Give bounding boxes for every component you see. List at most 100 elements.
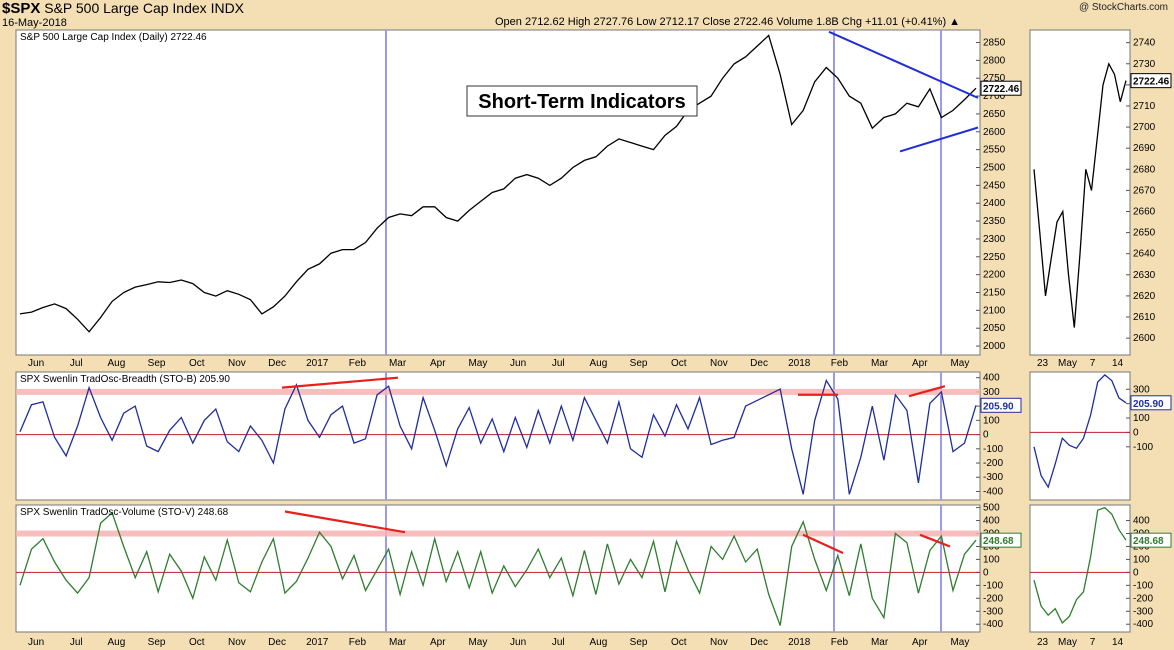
symbol: $SPX — [2, 0, 41, 17]
panel-title: SPX Swenlin TradOsc-Breadth (STO-B) 205.… — [20, 374, 230, 385]
x-tick-label: Oct — [189, 358, 205, 369]
y-tick-label: 2550 — [983, 145, 1006, 156]
x-tick-label: Oct — [189, 637, 205, 648]
index-name: S&P 500 Large Cap Index — [44, 0, 207, 16]
y-tick-label: 0 — [983, 430, 989, 441]
chart-panel-5 — [1029, 371, 1131, 501]
x-tick-label: Mar — [389, 358, 407, 369]
y-tick-label: -100 — [1133, 580, 1153, 591]
x-tick-label: Apr — [430, 637, 446, 648]
x-tick-label: May — [950, 637, 969, 648]
last-value-tag — [1130, 73, 1172, 89]
y-tick-label: 2680 — [1133, 164, 1156, 175]
y-tick-label: 2600 — [1133, 333, 1156, 344]
y-tick-label: -100 — [983, 580, 1003, 591]
x-tick-label: Sep — [148, 358, 166, 369]
y-tick-label: 0 — [1133, 427, 1139, 438]
trendline-upper — [828, 30, 979, 99]
x-tick-label: Dec — [750, 358, 768, 369]
y-tick-label: 2620 — [1133, 291, 1156, 302]
chart-panel-3 — [15, 504, 981, 633]
x-tick-label: Dec — [750, 637, 768, 648]
y-tick-label: 2500 — [983, 163, 1006, 174]
y-tick-label: 2630 — [1133, 270, 1156, 281]
x-tick-label: 14 — [1112, 358, 1124, 369]
x-tick-label: Mar — [389, 637, 407, 648]
last-value-tag — [1130, 532, 1172, 548]
y-tick-label: 2700 — [1133, 122, 1156, 133]
x-tick-label: May — [468, 358, 487, 369]
last-value-label: 248.68 — [1133, 536, 1164, 547]
x-tick-label: Apr — [430, 358, 446, 369]
trendline-lower — [899, 126, 979, 153]
chart-symbol-header: $SPX S&P 500 Large Cap Index INDX — [2, 0, 244, 17]
series-line-5 — [1033, 374, 1127, 489]
y-tick-label: -200 — [1133, 593, 1153, 604]
x-tick-label: Aug — [108, 358, 126, 369]
y-tick-label: 2850 — [983, 38, 1006, 49]
y-tick-label: 2200 — [983, 270, 1006, 281]
panel-title: S&P 500 Large Cap Index (Daily) 2722.46 — [20, 32, 207, 43]
x-tick-label: Nov — [228, 358, 246, 369]
y-tick-label: -300 — [983, 472, 1003, 483]
y-tick-label: 2000 — [983, 341, 1006, 352]
x-tick-label: Jun — [510, 358, 526, 369]
y-tick-label: -400 — [983, 486, 1003, 497]
annotation-box — [466, 85, 698, 117]
y-tick-label: -300 — [983, 606, 1003, 617]
x-tick-label: 23 — [1037, 358, 1049, 369]
x-tick-label: Apr — [912, 637, 928, 648]
x-tick-label: Jul — [70, 358, 83, 369]
y-tick-label: 2740 — [1133, 38, 1156, 49]
y-tick-label: 2300 — [983, 234, 1006, 245]
x-tick-label: Oct — [671, 358, 687, 369]
y-tick-label: 100 — [1133, 554, 1150, 565]
y-tick-label: 2640 — [1133, 249, 1156, 260]
y-tick-label: -200 — [983, 458, 1003, 469]
x-tick-label: Aug — [108, 637, 126, 648]
last-value-label: 248.68 — [983, 536, 1014, 547]
x-tick-label: 2018 — [788, 358, 811, 369]
y-tick-label: -100 — [983, 444, 1003, 455]
y-tick-label: 2610 — [1133, 312, 1156, 323]
y-tick-label: -300 — [1133, 606, 1153, 617]
series-line-6 — [1033, 506, 1127, 624]
y-tick-label: 100 — [983, 554, 1000, 565]
y-tick-label: 2350 — [983, 216, 1006, 227]
x-tick-label: 2018 — [788, 637, 811, 648]
x-tick-label: Jun — [510, 637, 526, 648]
x-tick-label: 7 — [1090, 358, 1096, 369]
x-tick-label: Mar — [871, 637, 889, 648]
stov-divergence-line — [919, 533, 951, 548]
chart-panel-4 — [1029, 29, 1131, 356]
y-tick-label: 2660 — [1133, 206, 1156, 217]
y-tick-label: 2690 — [1133, 143, 1156, 154]
overbought-band — [16, 530, 980, 537]
x-tick-label: May — [950, 358, 969, 369]
stov-divergence-line — [802, 533, 844, 554]
x-tick-label: Sep — [630, 358, 648, 369]
x-tick-label: 23 — [1037, 637, 1049, 648]
last-value-label: 205.90 — [1133, 399, 1164, 410]
x-tick-label: Feb — [349, 637, 367, 648]
y-tick-label: 100 — [983, 415, 1000, 426]
x-tick-label: Dec — [268, 358, 286, 369]
y-tick-label: -400 — [1133, 619, 1153, 630]
x-tick-label: Jul — [70, 637, 83, 648]
y-tick-label: 300 — [1133, 384, 1150, 395]
x-tick-label: 14 — [1112, 637, 1124, 648]
x-tick-label: Sep — [148, 637, 166, 648]
panel-title: SPX Swenlin TradOsc-Volume (STO-V) 248.6… — [20, 507, 229, 518]
y-tick-label: 2750 — [983, 73, 1006, 84]
x-tick-label: Feb — [831, 637, 849, 648]
chart-panel-1 — [15, 29, 981, 356]
series-line-1 — [19, 34, 977, 333]
x-tick-label: May — [1058, 358, 1077, 369]
x-tick-label: Jun — [28, 358, 44, 369]
y-tick-label: 2050 — [983, 323, 1006, 334]
stob-divergence-line — [281, 376, 399, 389]
y-tick-label: 2450 — [983, 180, 1006, 191]
last-value-label: 205.90 — [983, 401, 1014, 412]
y-tick-label: 400 — [983, 373, 1000, 384]
